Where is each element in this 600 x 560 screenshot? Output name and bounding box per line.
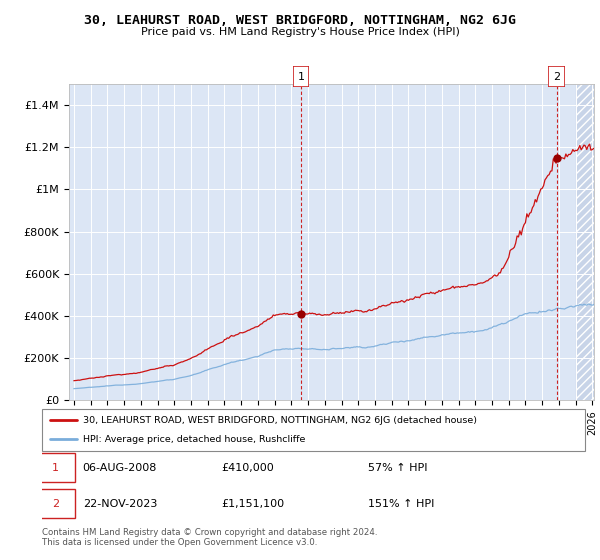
Text: 22-NOV-2023: 22-NOV-2023 <box>83 498 157 508</box>
Text: 1: 1 <box>52 463 59 473</box>
Text: Price paid vs. HM Land Registry's House Price Index (HPI): Price paid vs. HM Land Registry's House … <box>140 27 460 37</box>
Text: 06-AUG-2008: 06-AUG-2008 <box>83 463 157 473</box>
Bar <box>575 84 600 400</box>
FancyBboxPatch shape <box>37 454 74 482</box>
Text: 2: 2 <box>52 498 59 508</box>
Text: 30, LEAHURST ROAD, WEST BRIDGFORD, NOTTINGHAM, NG2 6JG: 30, LEAHURST ROAD, WEST BRIDGFORD, NOTTI… <box>84 14 516 27</box>
Bar <box>575 84 600 400</box>
Text: 151% ↑ HPI: 151% ↑ HPI <box>368 498 434 508</box>
FancyBboxPatch shape <box>293 66 310 87</box>
Text: Contains HM Land Registry data © Crown copyright and database right 2024.
This d: Contains HM Land Registry data © Crown c… <box>42 528 377 547</box>
FancyBboxPatch shape <box>37 489 74 518</box>
FancyBboxPatch shape <box>42 409 585 451</box>
Text: £410,000: £410,000 <box>221 463 274 473</box>
Text: 57% ↑ HPI: 57% ↑ HPI <box>368 463 427 473</box>
Text: 1: 1 <box>298 72 305 82</box>
Text: £1,151,100: £1,151,100 <box>221 498 284 508</box>
Text: HPI: Average price, detached house, Rushcliffe: HPI: Average price, detached house, Rush… <box>83 435 305 444</box>
Text: 2: 2 <box>553 72 560 82</box>
Text: 30, LEAHURST ROAD, WEST BRIDGFORD, NOTTINGHAM, NG2 6JG (detached house): 30, LEAHURST ROAD, WEST BRIDGFORD, NOTTI… <box>83 416 477 424</box>
FancyBboxPatch shape <box>548 66 565 87</box>
